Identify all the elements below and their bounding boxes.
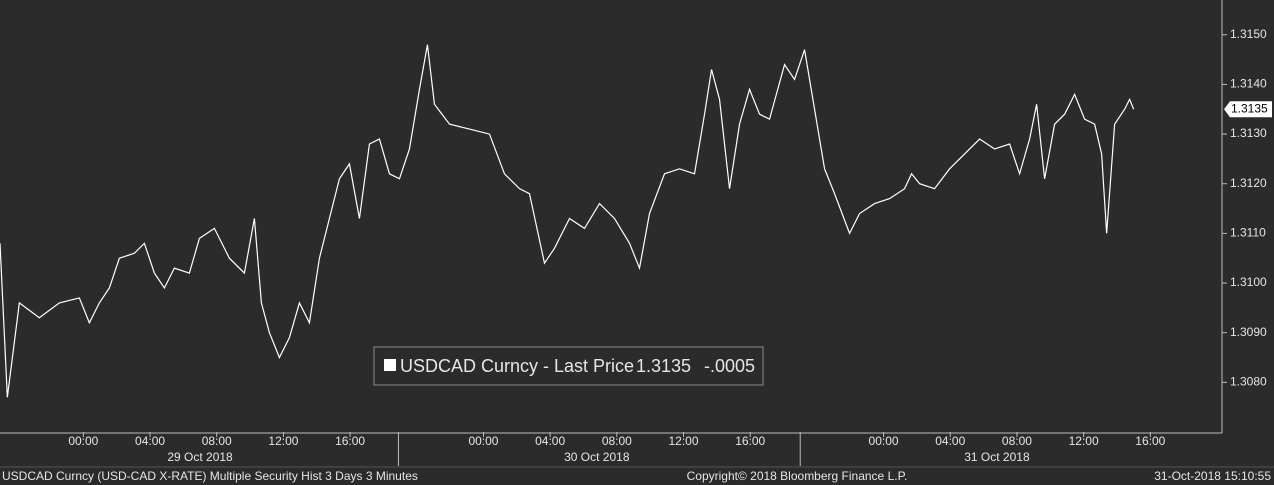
footer-center: Copyright© 2018 Bloomberg Finance L.P.	[687, 469, 908, 483]
last-price-tag	[1224, 101, 1272, 118]
x-tick-label: 00:00	[468, 434, 498, 448]
x-tick-label: 12:00	[268, 434, 298, 448]
footer-right: 31-Oct-2018 15:10:55	[1154, 469, 1271, 483]
x-tick-label: 08:00	[202, 434, 232, 448]
price-line	[0, 44, 1135, 398]
legend-swatch	[384, 359, 396, 371]
y-tick-label: 1.3100	[1230, 275, 1267, 289]
x-tick-label: 12:00	[1069, 434, 1099, 448]
x-tick-label: 00:00	[869, 434, 899, 448]
footer-left: USDCAD Curncy (USD-CAD X-RATE) Multiple …	[2, 469, 418, 483]
x-tick-label: 00:00	[68, 434, 98, 448]
y-tick-label: 1.3150	[1230, 27, 1267, 41]
legend-change: -.0005	[704, 356, 755, 376]
legend-name: USDCAD Curncy - Last Price	[400, 356, 634, 376]
legend-box	[373, 346, 764, 386]
x-tick-label: 04:00	[535, 434, 565, 448]
x-tick-label: 08:00	[602, 434, 632, 448]
day-label: 30 Oct 2018	[564, 450, 630, 464]
x-tick-label: 16:00	[335, 434, 365, 448]
y-tick-label: 1.3140	[1230, 77, 1267, 91]
last-price-label: 1.3135	[1231, 101, 1268, 115]
y-tick-label: 1.3130	[1230, 126, 1267, 140]
x-tick-label: 04:00	[935, 434, 965, 448]
x-tick-label: 12:00	[669, 434, 699, 448]
y-tick-label: 1.3090	[1230, 325, 1267, 339]
legend-last: 1.3135	[636, 356, 691, 376]
y-tick-label: 1.3120	[1230, 176, 1267, 190]
day-label: 31 Oct 2018	[964, 450, 1030, 464]
x-tick-label: 16:00	[735, 434, 765, 448]
y-tick-label: 1.3080	[1230, 375, 1267, 389]
y-tick-label: 1.3110	[1230, 226, 1266, 240]
x-tick-label: 08:00	[1002, 434, 1032, 448]
x-tick-label: 04:00	[135, 434, 165, 448]
x-tick-label: 16:00	[1135, 434, 1165, 448]
day-label: 29 Oct 2018	[167, 450, 233, 464]
